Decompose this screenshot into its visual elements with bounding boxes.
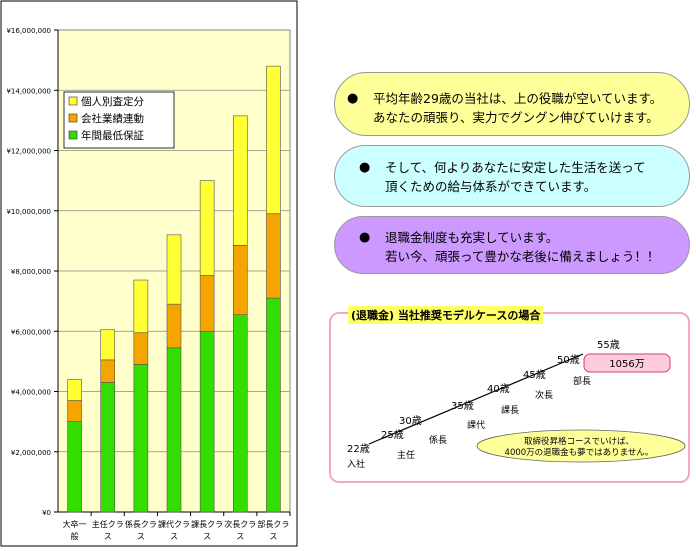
age-label: 40歳 [487,383,510,395]
bar-segment [166,234,182,305]
info-bubble-promotion: ● 平均年齢29歳の当社は、上の役職が空いています。 あなたの頑張り、実力でグン… [334,72,690,136]
bar-segment [266,297,281,513]
x-tick-label: 部長クラ [257,519,289,529]
bubble-text-line: あなたの頑張り、実力でグングン伸びていけます。 [373,110,659,125]
info-bubble-retirement: ● 退職金制度も充実しています。 若い今、頑張って豊かな老後に備えましょう！！ [334,216,690,274]
age-label: 50歳 [557,354,580,366]
role-label: 入社 [347,458,365,470]
director-course-note [476,429,686,463]
x-tick-label: ス [137,532,145,541]
bubble-text-line: 若い今、頑張って豊かな老後に備えましょう！！ [385,249,660,264]
y-tick-label: ¥14,000,000 [6,87,51,95]
y-tick-label: ¥10,000,000 [6,208,51,216]
bubble-text-line: 頂くための給与体系ができています。 [385,179,597,194]
legend-swatch [68,130,78,140]
role-label: 課代 [467,419,485,431]
bubble-text-line: 退職金制度も充実しています。 [385,230,559,245]
bar-segment [199,275,215,332]
bar-segment [133,279,149,334]
bar-segment [133,332,149,365]
x-tick-label: 課長クラ [191,519,223,529]
bar-segment [266,213,281,299]
bar-segment [232,314,248,513]
role-label: 次長 [535,389,553,401]
x-tick-label: 大卒一 [63,519,87,529]
y-tick-label: ¥6,000,000 [11,328,51,336]
x-tick-label: 般 [71,531,79,541]
legend-swatch [68,96,78,106]
y-tick-label: ¥0 [42,509,51,517]
age-label: 25歳 [381,429,404,441]
role-label: 部長 [573,375,591,387]
bar-segment [199,180,215,276]
legend-box [63,91,175,149]
x-tick-label: ス [170,532,178,541]
bar-segment [232,115,248,246]
bar-segment [67,421,82,513]
x-tick-label: 課代クラ [158,519,190,529]
bar-segment [67,400,82,422]
bubble-text-line: そして、何よりあなたに安定した生活を送って [385,160,646,175]
info-bubble-stability: ● そして、何よりあなたに安定した生活を送って 頂くための給与体系ができています… [334,145,690,207]
age-label: 45歳 [523,369,546,381]
age-label: 30歳 [399,415,422,427]
y-tick-label: ¥12,000,000 [6,148,51,156]
bullet-icon: ● [359,160,371,175]
y-tick-label: ¥8,000,000 [11,268,51,276]
y-tick-label: ¥2,000,000 [11,449,51,457]
bar-segment [100,382,116,513]
bar-segment [67,379,82,401]
bullet-icon: ● [359,230,371,245]
bar-segment [133,364,149,513]
x-tick-label: 次長クラ [224,519,256,529]
role-label: 主任 [397,449,415,461]
bar-segment [100,329,116,361]
bullet-icon: ● [347,91,359,106]
legend-label: 個人別査定分 [81,95,144,108]
bubble-text-line: 平均年齢29歳の当社は、上の役職が空いています。 [373,91,663,106]
bar-segment [266,65,281,215]
bar-segment [232,245,248,315]
bar-segment [100,359,116,383]
salary-bar-chart: ¥0 ¥2,000,000 ¥4,000,000 ¥6,000,000 ¥8,000,0… [0,0,298,547]
career-line [368,353,584,445]
bar-segment [166,303,182,349]
role-label: 課長 [501,404,519,416]
legend-label: 会社業績連動 [81,112,144,125]
x-tick-label: ス [203,532,211,541]
legend-swatch [68,113,78,123]
x-tick-label: ス [269,532,277,541]
age-label: 55歳 [597,339,620,351]
y-tick-label: ¥16,000,000 [6,27,51,35]
age-label: 35歳 [451,400,474,412]
age-label: 22歳 [347,443,370,455]
x-tick-label: ス [104,532,112,541]
model-case-title: (退職金) 当社推奨モデルケースの場合 [348,306,544,324]
retirement-amount: 1056万 [609,359,644,370]
bar-segment [199,330,215,513]
x-tick-label: 係長クラ [125,520,157,529]
retirement-amount-badge [583,353,671,373]
note-text-line: 4000万の退職金も夢ではありません。 [505,447,654,458]
legend-label: 年間最低保証 [81,129,144,142]
note-text-line: 取締役昇格コースでいけば、 [524,436,634,447]
role-label: 係長 [429,435,447,446]
x-tick-label: ス [236,532,244,541]
bar-segment [166,347,182,513]
x-tick-label: 主任クラ [92,519,124,529]
y-tick-label: ¥4,000,000 [11,389,51,397]
